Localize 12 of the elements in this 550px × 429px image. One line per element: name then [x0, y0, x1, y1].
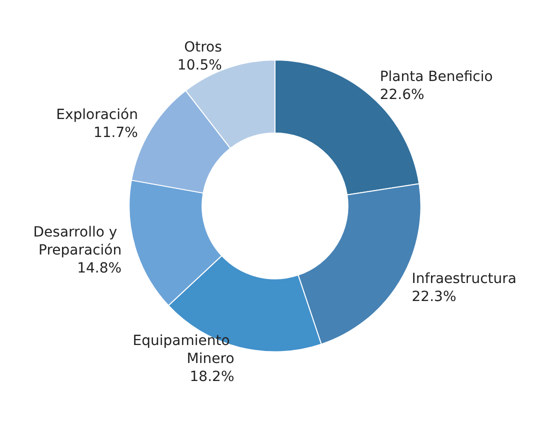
slice-label: Exploración	[56, 107, 138, 124]
slice-label: Infraestructura	[412, 271, 516, 288]
data-label: 10.5%	[177, 58, 222, 74]
data-label: 14.8%	[77, 260, 122, 277]
slice-label: Otros	[184, 40, 222, 56]
data-label: 18.2%	[190, 368, 234, 385]
data-label: 22.3%	[412, 289, 456, 306]
slice-label: Desarrollo y Preparación	[33, 224, 122, 259]
data-label: 11.7%	[93, 125, 138, 142]
slice-label: Planta Beneficio	[380, 69, 493, 86]
slice-label: Equipamiento Minero	[132, 332, 234, 367]
data-label: 22.6%	[380, 87, 424, 104]
